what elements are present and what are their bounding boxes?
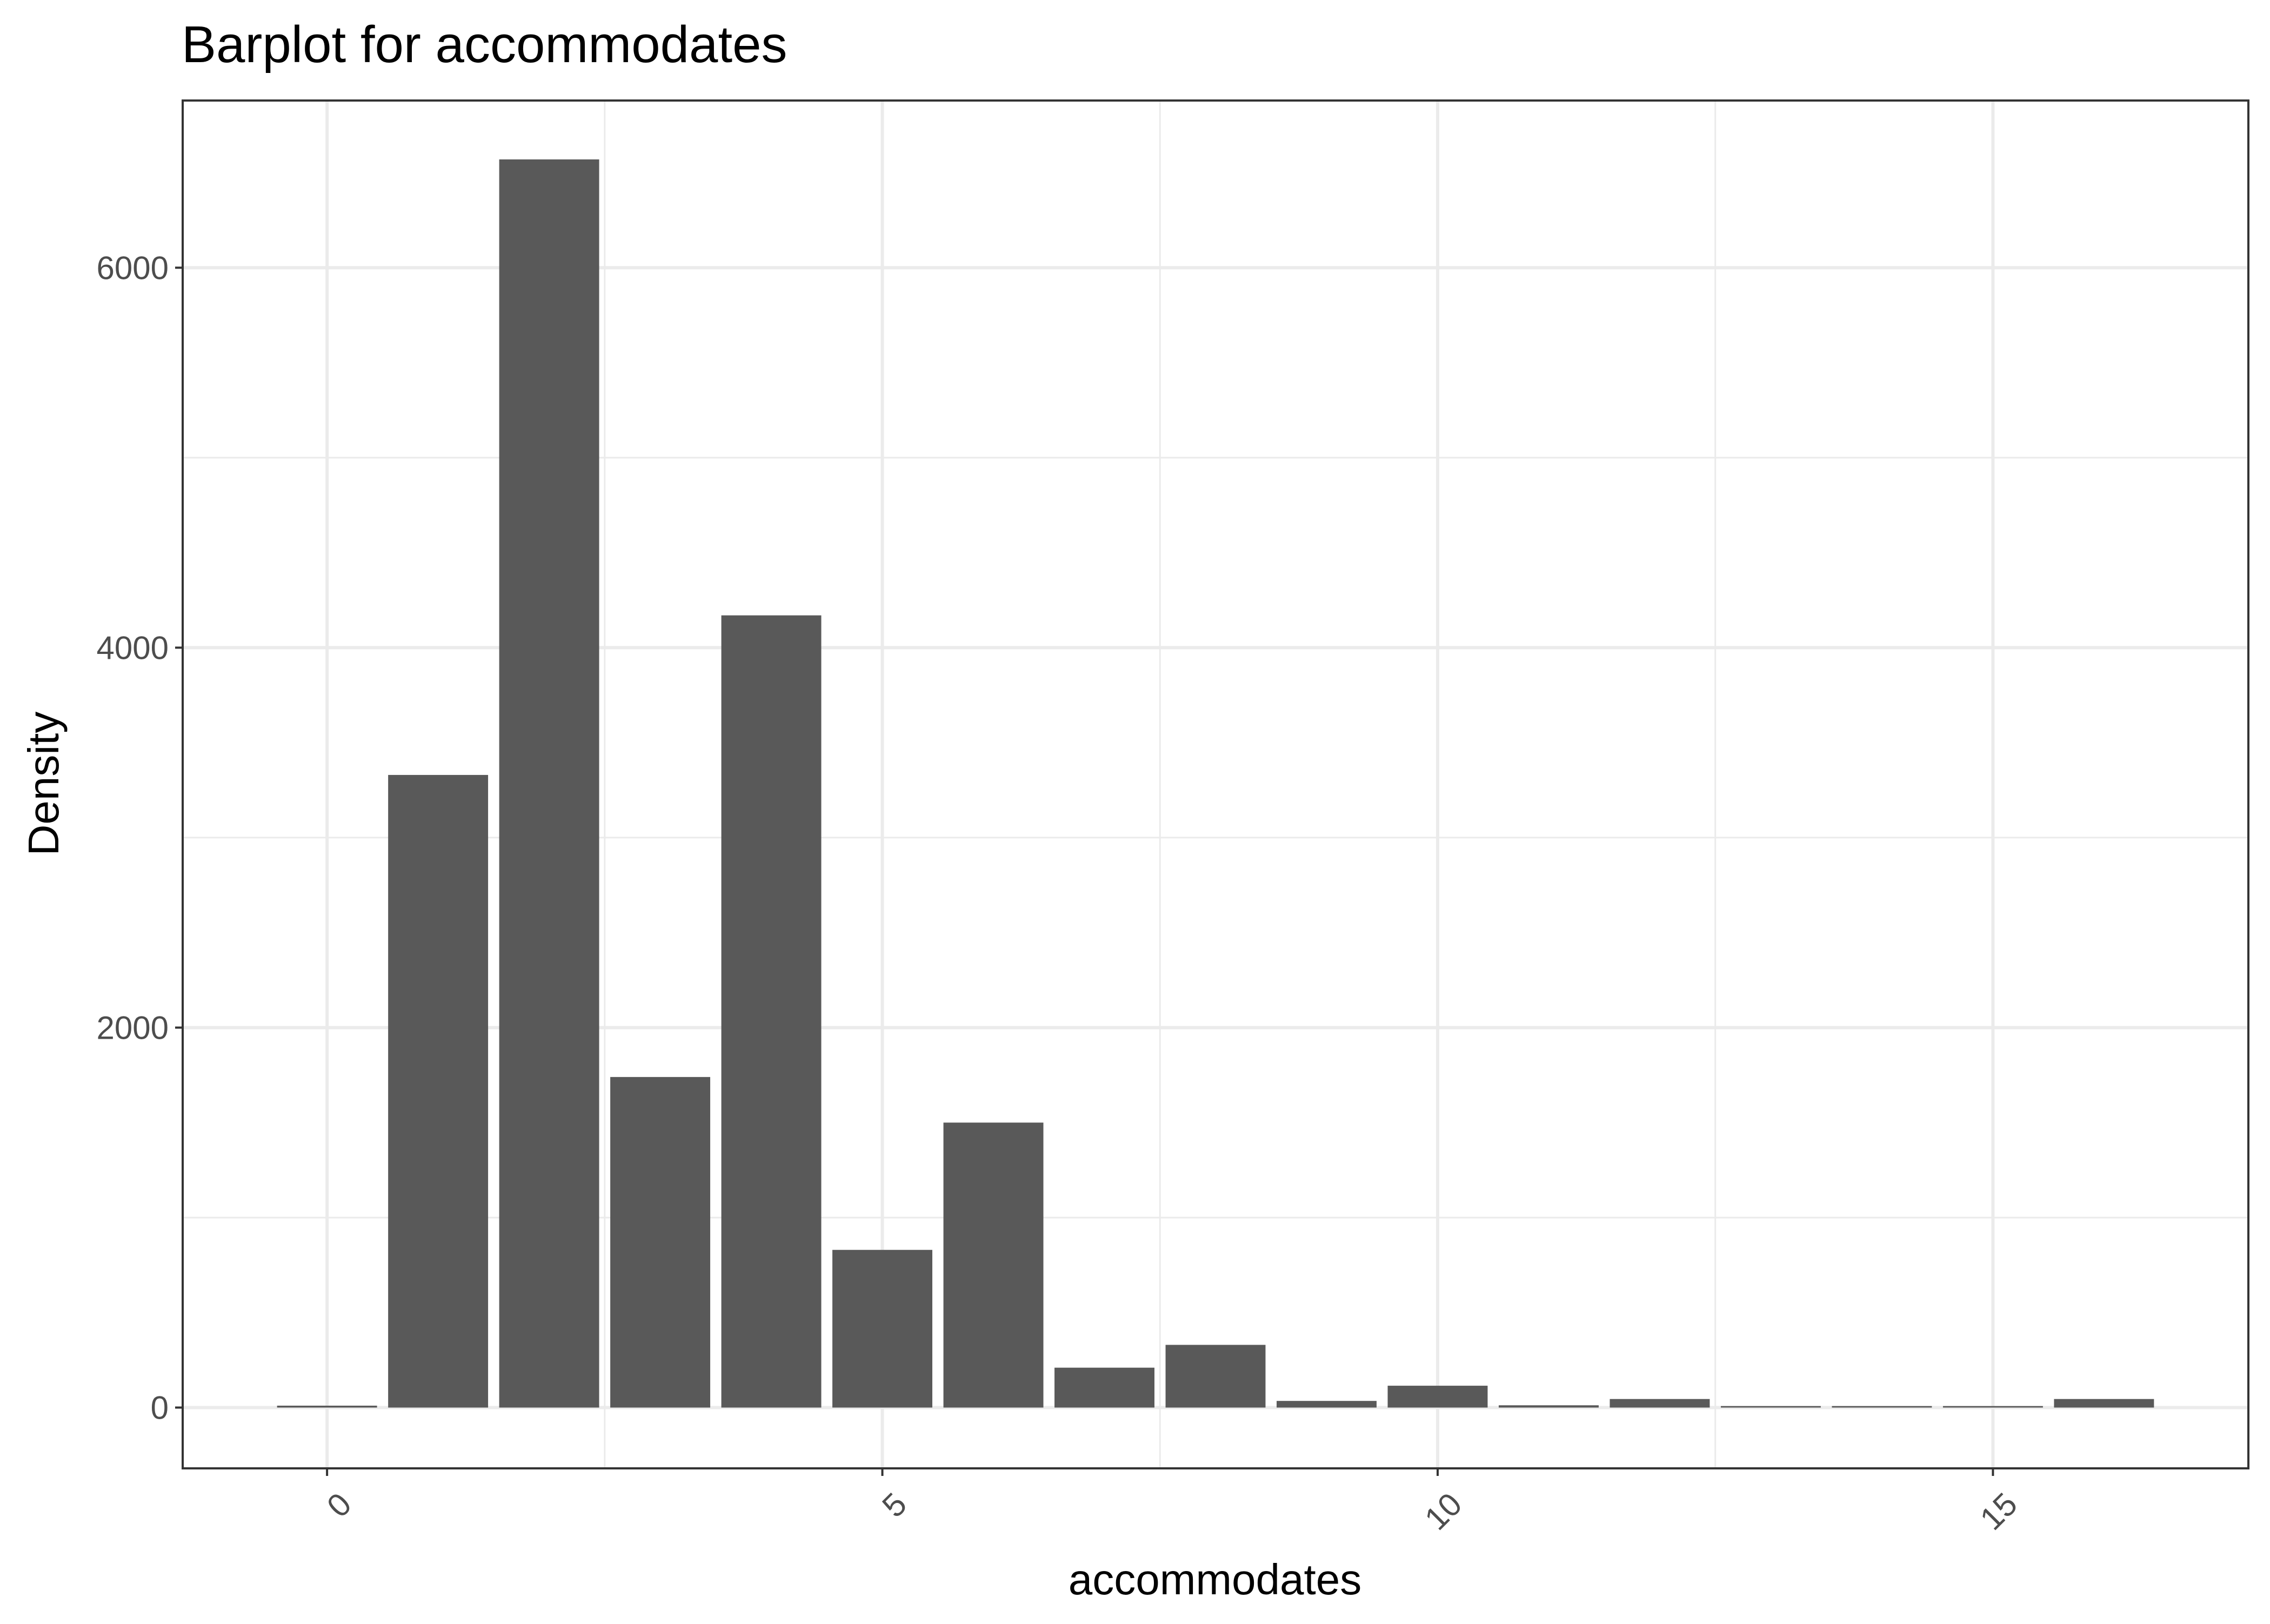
x-tick-label: 15 — [1973, 1486, 2025, 1537]
bar — [721, 615, 822, 1408]
y-tick-label: 4000 — [97, 630, 169, 666]
bars — [277, 159, 2154, 1408]
x-tick-label: 10 — [1418, 1486, 1469, 1537]
bar — [499, 159, 599, 1408]
x-tick-label: 5 — [875, 1486, 913, 1524]
bar — [1720, 1406, 1821, 1408]
panel-background — [183, 101, 2248, 1468]
y-tick-label: 2000 — [97, 1010, 169, 1046]
bar — [1942, 1406, 2043, 1408]
x-axis-title: accommodates — [1069, 1555, 1361, 1603]
y-tick-label: 0 — [151, 1390, 169, 1426]
y-axis-title: Density — [19, 712, 68, 856]
x-axis: 0 5 10 15 — [320, 1468, 2024, 1537]
bar — [1277, 1401, 1377, 1408]
bar — [610, 1077, 711, 1408]
chart-title: Barplot for accommodates — [182, 16, 787, 73]
bar — [388, 774, 489, 1408]
y-axis: 0 2000 4000 6000 — [97, 250, 183, 1426]
x-tick-label: 0 — [320, 1486, 358, 1524]
bar — [1832, 1406, 1932, 1408]
grid-lines — [183, 101, 2248, 1468]
y-tick-label: 6000 — [97, 250, 169, 286]
bar — [832, 1249, 933, 1408]
bar — [2054, 1399, 2154, 1408]
panel-border — [182, 99, 2249, 1469]
bar — [943, 1122, 1044, 1408]
bar — [1610, 1399, 1710, 1408]
bar — [1498, 1405, 1599, 1408]
bar — [1165, 1345, 1266, 1408]
bar — [1387, 1386, 1488, 1408]
bar — [1054, 1367, 1154, 1408]
bar — [277, 1405, 377, 1408]
